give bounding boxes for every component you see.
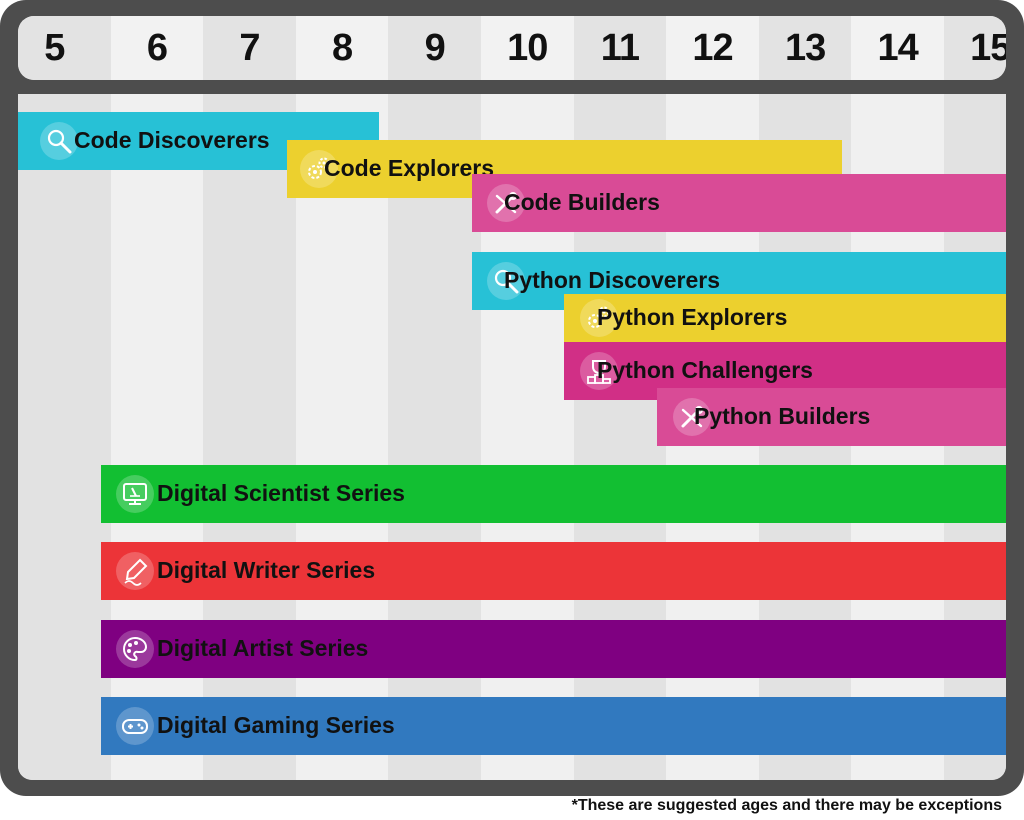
- age-tick-label: 13: [784, 27, 826, 69]
- column-stripe: [18, 94, 111, 780]
- tools-icon: [486, 184, 525, 222]
- footnote: *These are suggested ages and there may …: [571, 797, 1002, 814]
- gamepad-icon: [115, 707, 154, 745]
- age-tick-label: 11: [600, 27, 640, 69]
- bar-label: Code Discoverers: [74, 127, 270, 153]
- gantt-bar: Code Builders: [471, 174, 1006, 232]
- gantt-bar: Digital Artist Series: [101, 620, 1006, 678]
- chart-frame: 5 6 7 8 9 10 11 12 13 14 15 Code Discoverers Code E…: [0, 0, 1024, 796]
- gantt-bar: Digital Scientist Series: [101, 465, 1006, 523]
- gantt-bar: Digital Writer Series: [101, 542, 1006, 600]
- age-tick-label: 5: [44, 27, 65, 69]
- magnifier-icon: [486, 262, 525, 300]
- header-stripe: [481, 16, 574, 80]
- age-tick-label: 14: [877, 27, 919, 69]
- plot-area: Code Discoverers Code Explorers Code Build…: [18, 94, 1006, 780]
- bar-label: Digital Artist Series: [156, 635, 369, 661]
- gantt-bar: Python Builders: [656, 388, 1006, 446]
- bar-label: Python Explorers: [596, 304, 788, 330]
- bar-label: Python Challengers: [596, 357, 813, 383]
- gantt-bar: Digital Gaming Series: [101, 697, 1006, 755]
- header-stripe: [295, 16, 389, 80]
- header-stripe: [110, 16, 204, 80]
- header-stripe: [18, 16, 111, 80]
- trophy-icon: [579, 352, 618, 390]
- age-tick-label: 10: [507, 27, 548, 69]
- bar-label: Code Builders: [503, 189, 660, 215]
- pen-icon: [115, 552, 154, 590]
- microscope-monitor-icon: [115, 475, 154, 513]
- age-tick-label: 6: [146, 27, 168, 69]
- header-stripe: [388, 16, 481, 80]
- tools-icon: [672, 398, 711, 436]
- age-tick-label: 8: [332, 27, 353, 69]
- header-stripe: [666, 16, 759, 80]
- age-tick-label: 7: [239, 27, 260, 69]
- header-stripe: [573, 16, 667, 80]
- bar-label: Code Explorers: [323, 155, 494, 181]
- age-header: 5 6 7 8 9 10 11 12 13 14 15: [18, 16, 1006, 80]
- gears-icon: [579, 299, 618, 337]
- bar-label: Digital Writer Series: [156, 557, 376, 583]
- bar-label: Python Discoverers: [503, 267, 721, 293]
- gantt-bar: Python Explorers: [564, 294, 1006, 342]
- age-tick-label: 12: [692, 27, 733, 69]
- gears-icon: [299, 150, 338, 188]
- header-stripe: [203, 16, 296, 80]
- age-tick-label: 9: [424, 27, 446, 69]
- bar-label: Python Builders: [693, 403, 871, 429]
- header-stripe: [758, 16, 852, 80]
- age-tick-label: 15: [970, 27, 1006, 69]
- header-stripe: [944, 16, 1006, 80]
- palette-icon: [115, 630, 154, 668]
- magnifier-icon: [40, 122, 78, 160]
- bar-label: Digital Scientist Series: [156, 480, 405, 506]
- header-stripe: [851, 16, 944, 80]
- bar-label: Digital Gaming Series: [156, 712, 395, 738]
